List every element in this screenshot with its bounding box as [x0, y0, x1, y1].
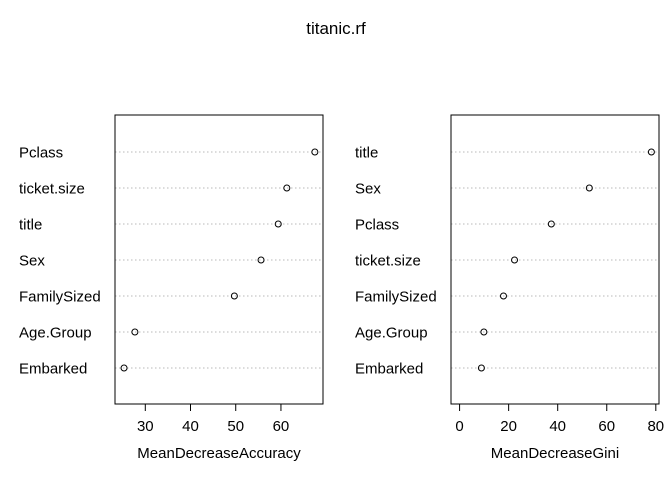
p1-point-ticket-size [511, 256, 519, 264]
p0-category-label-title: title [19, 217, 42, 234]
p0-x-tick-label-60: 60 [273, 418, 290, 435]
p1-category-label-familysized: FamilySized [355, 289, 437, 306]
panel-mean-decrease-gini: title Sex Pclass ticket.size FamilySized Age.… [355, 114, 664, 462]
p0-point-title [274, 220, 282, 228]
figure-title: titanic.rf [306, 19, 366, 38]
p1-category-label-embarked: Embarked [355, 361, 423, 378]
p0-category-label-familysized: FamilySized [19, 289, 101, 306]
p0-category-label-ticket-size: ticket.size [19, 181, 85, 198]
p1-x-tick-label-60: 60 [598, 418, 615, 435]
p1-category-label-pclass: Pclass [355, 217, 399, 234]
p1-x-tick-label-0: 0 [455, 418, 463, 435]
p1-point-sex [585, 184, 593, 192]
p0-category-label-age-group: Age.Group [19, 325, 92, 342]
p1-x-tick-label-20: 20 [500, 418, 517, 435]
p1-x-axis-label: MeanDecreaseGini [491, 445, 619, 462]
p1-x-tick-label-40: 40 [549, 418, 566, 435]
p0-category-label-pclass: Pclass [19, 145, 63, 162]
p0-category-label-sex: Sex [19, 253, 45, 270]
p0-point-ticket-size [283, 184, 291, 192]
p0-point-age-group [131, 328, 139, 336]
p1-category-label-title: title [355, 145, 378, 162]
p1-point-age-group [480, 328, 488, 336]
p0-plot-frame [114, 114, 324, 405]
p1-point-familysized [499, 292, 507, 300]
p1-x-tick-label-80: 80 [647, 418, 664, 435]
p1-plot-frame [450, 114, 660, 405]
p1-category-label-ticket-size: ticket.size [355, 253, 421, 270]
p0-x-axis-label: MeanDecreaseAccuracy [137, 445, 301, 462]
p0-x-tick-label-40: 40 [182, 418, 199, 435]
p0-category-label-embarked: Embarked [19, 361, 87, 378]
p0-point-pclass [311, 148, 319, 156]
p1-category-label-sex: Sex [355, 181, 381, 198]
p1-point-title [647, 148, 655, 156]
p0-point-embarked [120, 364, 128, 372]
p1-point-pclass [547, 220, 555, 228]
p0-point-familysized [230, 292, 238, 300]
p0-x-tick-label-30: 30 [137, 418, 154, 435]
p0-x-tick-label-50: 50 [227, 418, 244, 435]
panel-mean-decrease-accuracy: Pclass ticket.size title Sex FamilySized Age.… [19, 114, 324, 462]
p0-point-sex [257, 256, 265, 264]
p1-point-embarked [477, 364, 485, 372]
p1-category-label-age-group: Age.Group [355, 325, 428, 342]
